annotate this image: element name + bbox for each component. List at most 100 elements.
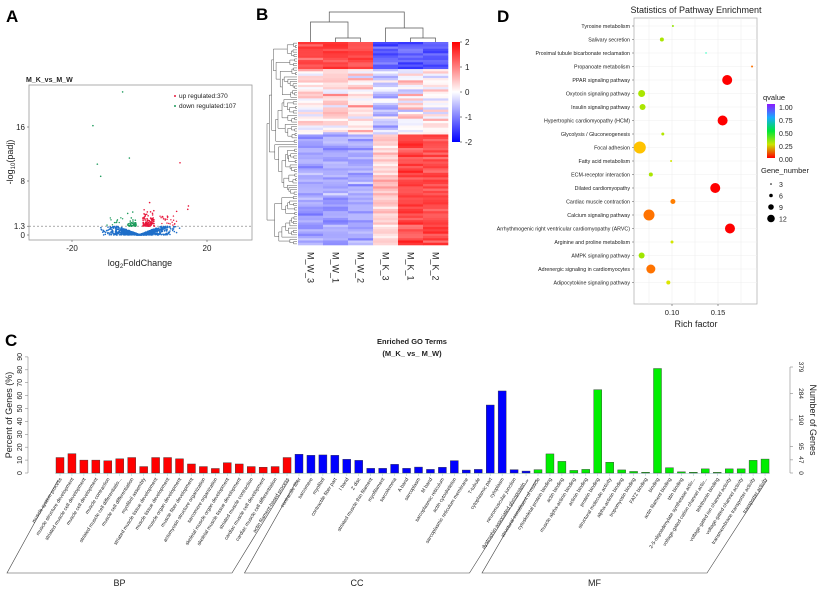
heatmap-cell [398, 89, 424, 92]
heatmap-cell [348, 98, 374, 101]
up-point [144, 219, 147, 221]
row-dendrogram-branch [288, 155, 296, 162]
pathway-label: Arginine and proline metabolism [554, 240, 630, 246]
heatmap-cell [423, 172, 449, 176]
heatmap-cell [423, 134, 449, 138]
heatmap-cell [323, 197, 349, 201]
outlier-point [96, 163, 99, 165]
heatmap-cell [373, 116, 399, 119]
heatmap-cell [398, 107, 424, 110]
heatmap-cell [298, 102, 324, 106]
bar-mf [736, 468, 746, 474]
heatmap-cell [348, 229, 374, 232]
heatmap-cell [423, 170, 449, 174]
bar-cc [486, 404, 495, 474]
outlier-point [175, 210, 178, 213]
heatmap-cell [373, 148, 399, 151]
heatmap-cell [373, 159, 399, 162]
heatmap-cell [423, 78, 449, 81]
heatmap-cell [298, 220, 324, 223]
heatmap-cell [348, 69, 374, 72]
heatmap-cell [298, 89, 324, 92]
colorbar-tick-label: 1 [465, 63, 470, 72]
heatmap-cell [373, 75, 399, 79]
heatmap-cell [348, 177, 374, 180]
heatmap-cell [423, 145, 449, 149]
heatmap-cell [298, 62, 324, 65]
heatmap-cell [298, 55, 324, 59]
y-tick-label: 50 [17, 405, 24, 413]
colorbar-tick-label: 2 [465, 38, 470, 47]
heatmap-cell [423, 211, 449, 214]
heatmap-cell [298, 154, 324, 158]
bar-mf [713, 472, 722, 474]
down-point [134, 225, 137, 227]
ns-point [151, 228, 154, 231]
heatmap-cell [323, 181, 349, 185]
heatmap-cell [373, 224, 399, 228]
size-legend-label: 3 [779, 182, 783, 189]
pathway-bubble [661, 132, 665, 136]
heatmap-cell [423, 148, 449, 151]
pathway-label: Calcium signaling pathway [567, 213, 630, 219]
heatmap-cell [348, 109, 374, 113]
up-point [153, 222, 155, 225]
row-dendrogram-branch [294, 173, 297, 177]
heatmap-cell [373, 80, 399, 83]
ns-point [117, 232, 120, 235]
heatmap-cell [398, 80, 424, 83]
row-dendrogram-branch [295, 178, 297, 181]
bar-cc [306, 455, 316, 474]
heatmap-cell [323, 89, 349, 92]
down-point [130, 224, 132, 226]
ns-point [160, 225, 162, 228]
heatmap-cell [423, 64, 449, 68]
heatmap-cell [398, 208, 424, 212]
heatmap-cell [398, 231, 424, 235]
heatmap-cell [398, 154, 424, 158]
heatmap-cell [323, 170, 349, 174]
bar-cc [497, 390, 507, 474]
heatmap-cell [398, 87, 424, 90]
right-tick-label: 95 [797, 443, 804, 451]
up-point [167, 216, 169, 218]
bar-mf [641, 472, 650, 474]
heatmap-cell [373, 114, 399, 117]
pathway-label: Fatty acid metabolism [578, 159, 630, 165]
heatmap-cell [373, 91, 399, 95]
heatmap-cell [373, 150, 399, 153]
heatmap-cell [423, 168, 449, 171]
qvalue-tick-label: 0.00 [779, 157, 793, 164]
group-label: CC [351, 578, 364, 588]
heatmap-cell [423, 120, 449, 124]
heatmap-cell [398, 163, 424, 167]
heatmap-cell [373, 163, 399, 167]
heatmap-cell [298, 91, 324, 95]
row-dendrogram-branch [291, 134, 297, 139]
heatmap-cell [373, 217, 399, 221]
pathway-bubble [670, 240, 674, 244]
heatmap-cell [298, 145, 324, 149]
heatmap-cell [373, 233, 399, 237]
size-legend-label: 12 [779, 217, 787, 224]
heatmap-cell [298, 175, 324, 178]
bar-cc [366, 468, 375, 474]
heatmap-cell [398, 172, 424, 176]
heatmap-cell [323, 229, 349, 232]
row-dendrogram-branch [293, 191, 297, 195]
heatmap-cell [348, 100, 374, 104]
bar-bp [139, 466, 148, 474]
bar-mf [605, 462, 614, 474]
heatmap-cell [423, 197, 449, 201]
heatmap-cell [323, 64, 349, 68]
up-point [146, 223, 148, 225]
row-dendrogram-branch [285, 154, 291, 168]
heatmap-cell [373, 197, 399, 201]
down-point [121, 218, 124, 220]
ns-point [147, 232, 149, 235]
heatmap-cell [398, 145, 424, 149]
heatmap-cell [348, 242, 374, 246]
right-tick-label: 0 [797, 471, 804, 475]
up-point [153, 209, 155, 212]
heatmap-cell [398, 129, 424, 133]
